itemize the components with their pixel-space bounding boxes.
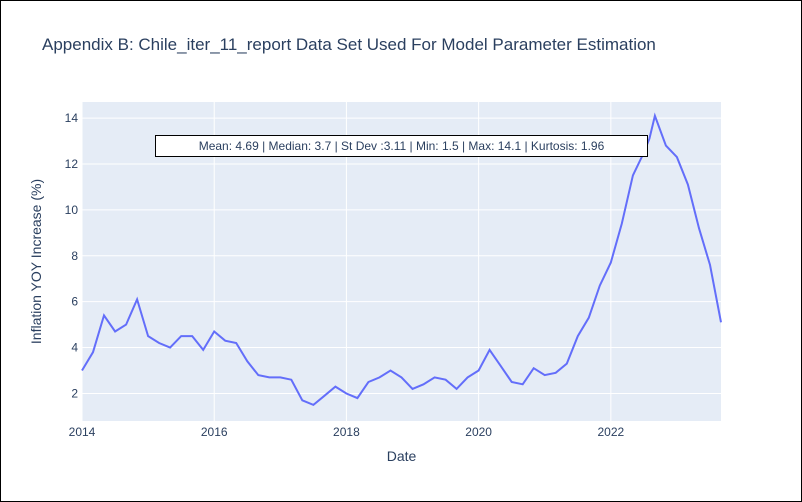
x-axis-title: Date: [387, 448, 417, 464]
stats-annotation: Mean: 4.69 | Median: 3.7 | St Dev :3.11 …: [155, 135, 648, 157]
y-tick-label: 8: [71, 249, 78, 263]
series-line: [81, 112, 722, 407]
x-tick-label: 2016: [201, 425, 228, 439]
x-tick-label: 2020: [465, 425, 492, 439]
y-tick-labels: 2 4 6 8 10 12 14: [65, 111, 79, 400]
y-tick-label: 10: [65, 203, 79, 217]
y-axis-title: Inflation YOY Increase (%): [28, 179, 44, 344]
y-tick-label: 6: [71, 295, 78, 309]
y-gridlines: [82, 117, 721, 394]
y-tick-label: 12: [65, 157, 79, 171]
x-tick-label: 2018: [333, 425, 360, 439]
x-tick-labels: 2014 2016 2018 2020 2022: [69, 425, 625, 439]
y-tick-label: 14: [65, 111, 79, 125]
x-tick-label: 2014: [69, 425, 96, 439]
chart-title: Appendix B: Chile_iter_11_report Data Se…: [42, 35, 656, 54]
y-tick-label: 2: [71, 386, 78, 400]
y-tick-label: 4: [71, 341, 78, 355]
x-tick-label: 2022: [597, 425, 624, 439]
